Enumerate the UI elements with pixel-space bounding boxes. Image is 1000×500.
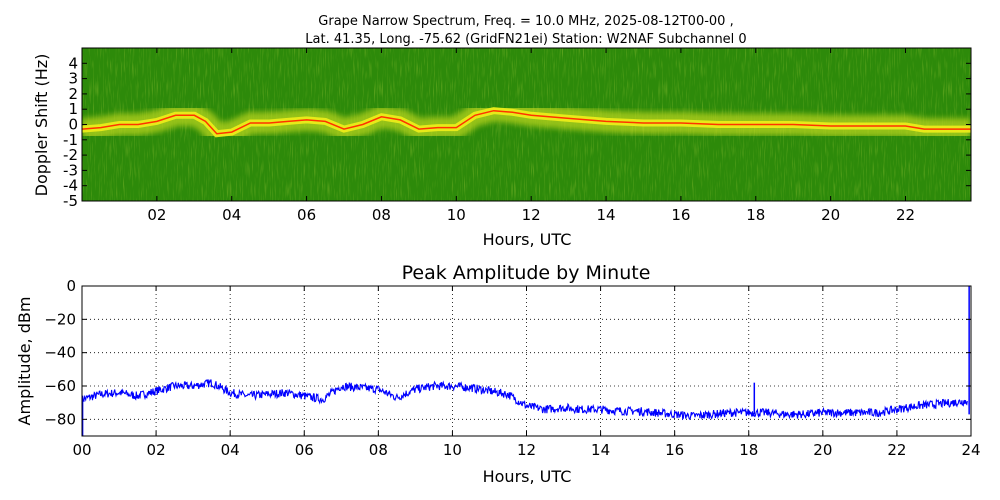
amplitude-y-tick-label: −20	[44, 310, 76, 328]
amplitude-title: Peak Amplitude by Minute	[402, 262, 651, 284]
spectrogram-x-tick-label: 22	[896, 206, 915, 224]
amplitude-x-tick-label: 06	[295, 441, 314, 459]
amplitude-x-tick-label: 00	[72, 441, 91, 459]
spectrogram-y-tick-label: 1	[68, 100, 78, 118]
amplitude-x-label: Hours, UTC	[483, 467, 572, 486]
amplitude-spikes	[82, 286, 970, 436]
amplitude-x-tick-label: 14	[591, 441, 610, 459]
spectrogram-x-tick-label: 10	[447, 206, 466, 224]
spectrogram-y-tick-label: -3	[63, 161, 78, 179]
spectrogram-y-tick-label: 2	[68, 85, 78, 103]
amplitude-y-tick-label: −40	[44, 344, 76, 362]
spectrogram-x-tick-label: 04	[222, 206, 241, 224]
amplitude-x-tick-label: 18	[739, 441, 758, 459]
amplitude-x-tick-label: 08	[369, 441, 388, 459]
spectrogram-y-tick-label: 0	[68, 116, 78, 134]
spectrogram-x-tick-label: 12	[522, 206, 541, 224]
amplitude-x-tick-label: 22	[887, 441, 906, 459]
spectrogram-x-tick-label: 20	[821, 206, 840, 224]
spectrogram-x-tick-label: 14	[596, 206, 615, 224]
spectrogram-y-tick-label: -2	[63, 146, 78, 164]
spectrogram-x-tick-label: 06	[297, 206, 316, 224]
spectrogram-y-tick-label: 3	[68, 70, 78, 88]
spectrogram-title-line1: Grape Narrow Spectrum, Freq. = 10.0 MHz,…	[318, 14, 733, 29]
amplitude-y-label: Amplitude, dBm	[15, 297, 34, 426]
spectrogram-image	[82, 48, 971, 201]
amplitude-y-tick-label: −80	[44, 410, 76, 428]
amplitude-x-tick-label: 12	[517, 441, 536, 459]
spectrogram-y-label: Doppler Shift (Hz)	[32, 54, 51, 197]
spectrogram-x-tick-label: 18	[746, 206, 765, 224]
amplitude-x-tick-label: 04	[221, 441, 240, 459]
doppler-peak-trace	[82, 109, 971, 135]
spectrogram-x-label: Hours, UTC	[483, 230, 572, 249]
spectrogram-title-line2: Lat. 41.35, Long. -75.62 (GridFN21ei) St…	[305, 32, 746, 47]
spectrogram-y-tick-label: -5	[63, 192, 78, 210]
amplitude-x-tick-label: 20	[813, 441, 832, 459]
amplitude-x-tick-label: 16	[665, 441, 684, 459]
amplitude-axes: 00 02 04 06 08 10 12 14 16 18 20 22 24 0 −20 −40 −60 −80	[44, 277, 980, 459]
spectrogram-x-tick-label: 08	[372, 206, 391, 224]
amplitude-x-tick-label: 10	[443, 441, 462, 459]
spectrogram-y-tick-label: -1	[63, 131, 78, 149]
spectrogram-x-tick-label: 02	[147, 206, 166, 224]
spectrogram-y-tick-label: -4	[63, 177, 78, 195]
amplitude-y-tick-label: 0	[66, 277, 76, 295]
spectrogram-y-tick-label: 4	[68, 54, 78, 72]
amplitude-x-tick-label: 24	[961, 441, 980, 459]
spectrogram-x-tick-label: 16	[671, 206, 690, 224]
amplitude-series-line	[82, 378, 968, 421]
amplitude-x-tick-label: 02	[147, 441, 166, 459]
amplitude-y-tick-label: −60	[44, 377, 76, 395]
